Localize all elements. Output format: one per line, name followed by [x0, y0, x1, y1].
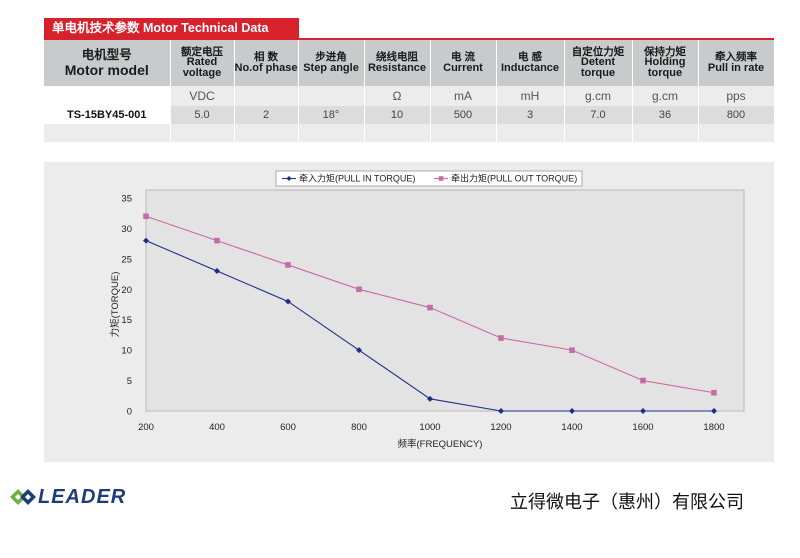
y-tick-label: 35 [121, 194, 132, 205]
value-cell-model: TS-15BY45-001 [44, 106, 171, 124]
empty-cell [44, 124, 171, 142]
table-units-row: VDC Ω mA mH g.cm g.cm pps [44, 86, 775, 106]
data-point [711, 389, 717, 396]
col-header-resistance: 绕线电阻 Resistance [364, 40, 431, 86]
y-axis-title: 力矩(TORQUE) [109, 272, 121, 338]
data-point [214, 237, 220, 244]
empty-cell [298, 124, 365, 142]
empty-cell [698, 124, 775, 142]
col-header-step-angle: 步进角 Step angle [298, 40, 365, 86]
y-tick-label: 0 [127, 407, 132, 418]
empty-cell [632, 124, 699, 142]
unit-cell: pps [698, 86, 775, 106]
value-cell: 10 [364, 106, 431, 124]
data-point [427, 304, 433, 311]
legend-label: 牵出力矩(PULL OUT TORQUE) [451, 173, 577, 184]
data-point [143, 237, 149, 244]
table-row: TS-15BY45-001 5.0 2 18° 10 500 3 7.0 36 … [44, 106, 775, 124]
value-cell: 3 [496, 106, 565, 124]
empty-cell [564, 124, 633, 142]
motor-spec-table: 电机型号 Motor model 额定电压 Rated voltage 相 数 No.… [44, 40, 775, 142]
torque-frequency-chart: 0 5 10 15 20 25 30 35 200 400 600 800 1000 1200 1400 16… [109, 170, 745, 450]
x-tick-label: 1400 [561, 422, 582, 433]
x-tick-label: 1800 [703, 422, 724, 433]
unit-cell [44, 86, 171, 106]
col-header-model: 电机型号 Motor model [44, 40, 171, 86]
plot-area [145, 189, 745, 412]
data-point [285, 262, 291, 268]
title-rule [44, 38, 774, 40]
col-header-holding-torque: 保持力矩 Holding torque [632, 40, 699, 86]
value-cell: 800 [698, 106, 775, 124]
data-point [356, 347, 362, 354]
x-tick-label: 600 [280, 422, 296, 433]
data-point [640, 408, 646, 414]
value-cell: 500 [430, 106, 497, 124]
unit-cell [234, 86, 299, 106]
unit-cell: mH [496, 86, 565, 106]
torque-chart-panel: 0 5 10 15 20 25 30 35 200 400 600 800 1000 1200 1400 16… [44, 162, 774, 462]
data-point [356, 286, 362, 293]
y-tick-label: 20 [121, 285, 132, 296]
data-point [498, 335, 504, 341]
data-point [285, 298, 291, 305]
unit-cell: Ω [364, 86, 431, 106]
value-cell: 7.0 [564, 106, 633, 124]
col-header-pull-in-rate: 牵入频率 Pull in rate [698, 40, 775, 86]
unit-cell: g.cm [632, 86, 699, 106]
x-tick-label: 200 [138, 422, 154, 433]
col-header-phase: 相 数 No.of phase [234, 40, 299, 86]
table-header-row: 电机型号 Motor model 额定电压 Rated voltage 相 数 No.… [44, 40, 775, 86]
y-tick-label: 25 [121, 254, 132, 265]
legend-box [275, 170, 583, 187]
col-header-rated-voltage: 额定电压 Rated voltage [170, 40, 235, 86]
col-header-current: 电 流 Current [430, 40, 497, 86]
value-cell: 18° [298, 106, 365, 124]
x-axis-title: 频率(FREQUENCY) [398, 438, 483, 450]
table-empty-row [44, 124, 775, 142]
y-tick-label: 30 [121, 224, 132, 235]
legend-marker [438, 176, 444, 181]
x-tick-label: 1200 [490, 422, 511, 433]
unit-cell: VDC [170, 86, 235, 106]
logo-text: LEADER [38, 486, 127, 508]
x-tick-label: 1000 [419, 422, 440, 433]
legend-label: 牵入力矩(PULL IN TORQUE) [299, 173, 415, 184]
x-tick-label: 800 [351, 422, 367, 433]
col-header-inductance: 电 感 Inductance [496, 40, 565, 86]
x-tick-label: 400 [209, 422, 225, 433]
empty-cell [364, 124, 431, 142]
data-point [214, 268, 220, 275]
empty-cell [234, 124, 299, 142]
empty-cell [496, 124, 565, 142]
data-point [427, 395, 433, 402]
legend-marker [286, 176, 292, 181]
table-title: 单电机技术参数 Motor Technical Data [44, 18, 299, 38]
unit-cell [298, 86, 365, 106]
empty-cell [170, 124, 235, 142]
company-name: 立得微电子（惠州）有限公司 [510, 492, 744, 513]
data-point [640, 377, 646, 384]
empty-cell [430, 124, 497, 142]
data-point [569, 408, 575, 414]
y-tick-label: 10 [121, 346, 132, 357]
data-point [569, 347, 575, 353]
x-tick-label: 1600 [632, 422, 653, 433]
data-point [498, 408, 504, 414]
data-point [711, 408, 717, 414]
leader-logo-icon [10, 489, 36, 505]
data-point [143, 213, 149, 220]
y-tick-label: 15 [121, 315, 132, 326]
unit-cell: g.cm [564, 86, 633, 106]
value-cell: 36 [632, 106, 699, 124]
y-tick-label: 5 [127, 376, 132, 387]
col-header-detent-torque: 自定位力矩 Detent torque [564, 40, 633, 86]
value-cell: 2 [234, 106, 299, 124]
value-cell: 5.0 [170, 106, 235, 124]
unit-cell: mA [430, 86, 497, 106]
